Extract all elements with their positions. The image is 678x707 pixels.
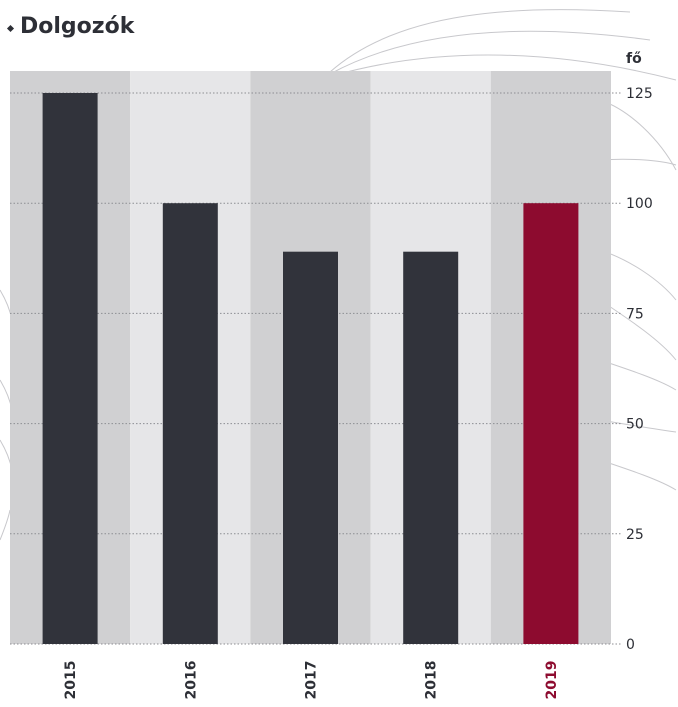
x-tick-label: 2016 [183,661,199,700]
x-tick-label: 2018 [424,661,440,700]
y-tick-label: 100 [626,196,653,212]
bar-2016 [162,203,218,644]
bar-2017 [283,251,338,645]
y-tick-label: 75 [626,306,644,322]
bar-2019 [523,203,579,644]
x-tick-label: 2015 [63,661,79,700]
x-tick-label: 2019 [544,661,560,700]
y-tick-label: 50 [626,417,644,433]
x-tick-label: 2017 [304,661,320,700]
chart-title-text: Dolgozók [20,14,135,39]
bar-2018 [403,251,459,645]
y-axis-unit-label: fő [626,51,642,67]
y-tick-label: 0 [626,637,635,653]
chart-title: Dolgozók [6,14,135,39]
y-tick-label: 125 [626,86,653,102]
y-tick-label: 25 [626,527,644,543]
bar-2015 [42,93,98,644]
